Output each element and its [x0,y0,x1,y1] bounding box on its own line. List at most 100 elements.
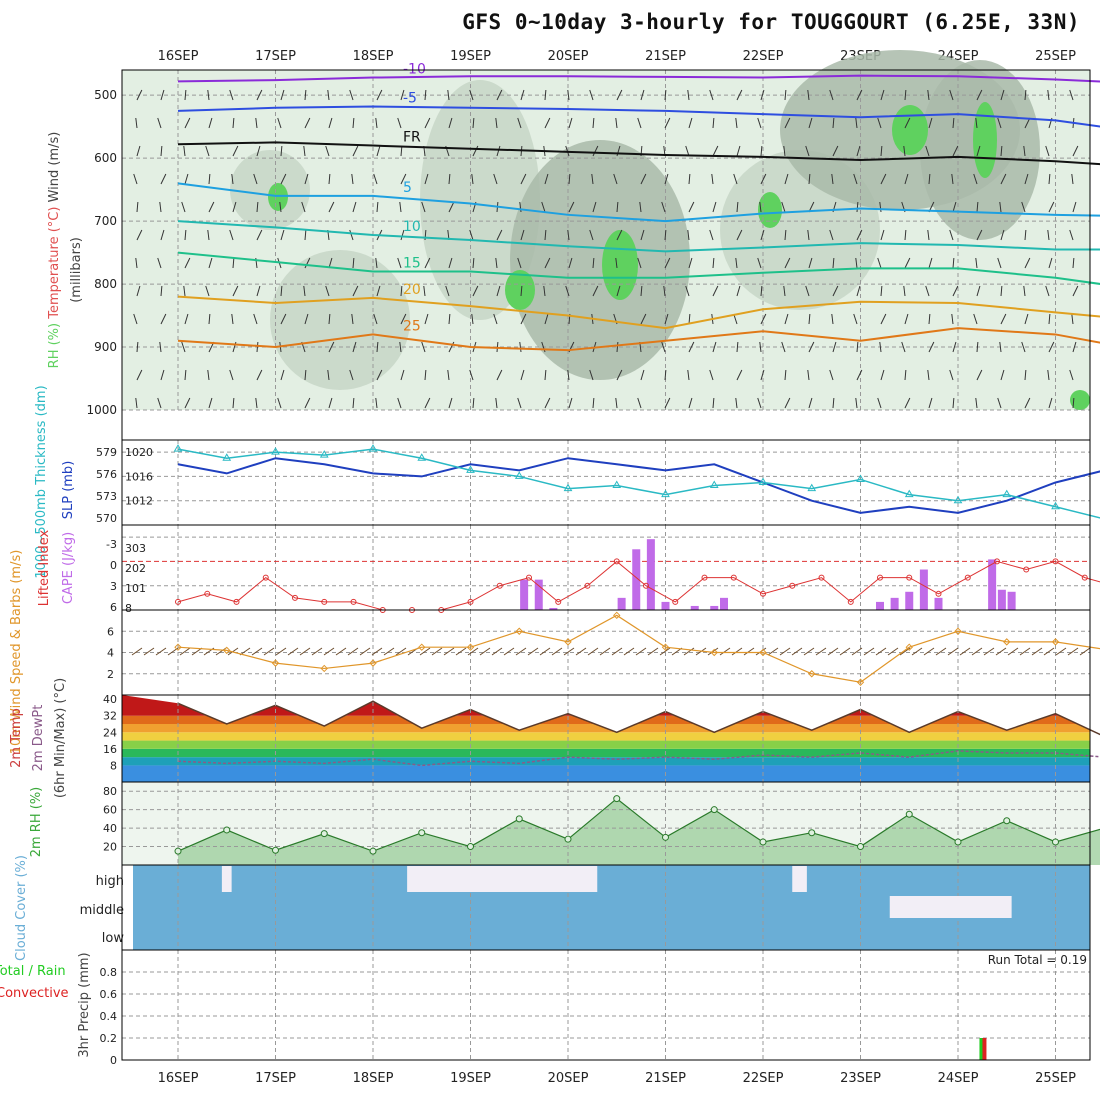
wind-barb [808,341,815,353]
wind-barb [592,145,599,157]
wind-barb [685,145,690,157]
surface-wind-barb [983,647,995,656]
rh2m-area [178,798,1100,865]
lifted-index-marker [262,574,269,581]
wind-barb [447,369,450,381]
wind-barb [1045,145,1050,157]
wind-barb [591,173,594,185]
surface-wind-barb [443,647,455,656]
lifted-index-marker [350,598,357,605]
wind-barb [256,89,263,101]
wind-barb [423,285,426,297]
wind-barb [496,89,503,101]
wind-barb [159,341,162,353]
wind-barb [184,257,191,269]
wind-barb [877,117,882,129]
slp-ylabel-part: SLP (mb) [61,461,76,520]
high-cloud-block [221,866,232,892]
wind-barb [568,201,575,213]
surface-wind-barb [923,647,935,656]
wind-barb [736,285,741,297]
wind-barb [997,257,1002,269]
lifted-index-marker [175,598,181,605]
rh2m-marker [515,815,523,823]
wind-speed-marker [564,638,572,646]
wind-barb [952,145,959,157]
wind-barb [952,201,957,213]
wind-barb [399,341,402,353]
wind-barb [472,257,475,269]
wind-barb [760,89,765,101]
wind-barb [351,173,354,185]
wind-barb [349,229,354,241]
rh2m-marker [808,829,816,837]
wind-barb [640,313,647,325]
wind-barb [424,173,429,185]
wind-barb [517,257,522,269]
li-tick-label: 3 [110,580,117,593]
slp-ylabel: SLP (mb) [61,461,76,520]
wind-barb [181,201,186,213]
wind-barb [304,117,311,129]
run-total-annotation: Run Total = 0.19 [988,953,1087,967]
top-date-label: 20SEP [548,49,589,64]
wind-barb [687,369,690,381]
upper-air-ylabel-part: Temperature (°C) [47,202,62,319]
lifted-index-marker [526,574,532,581]
wind-barb [855,117,858,129]
wind-barb [904,397,911,409]
wind-barb [805,285,810,297]
top-date-label: 18SEP [353,49,394,64]
wind-barb [832,145,839,157]
wind-barb [567,229,570,241]
wind-barb [160,229,165,241]
wind-barb [541,201,546,213]
wind-barb [1000,285,1003,297]
wind-barb [904,257,911,269]
surface-wind-barb [359,647,371,656]
bottom-date-label: 22SEP [743,1071,784,1086]
rh2m-marker [223,826,231,834]
wind-barb [735,117,738,129]
rh2m-tick-label: 60 [103,804,117,817]
wind-barb [136,201,139,213]
slp-tick-label: 1020 [125,446,153,459]
wind-barb [232,397,235,409]
wind-barb [400,173,407,185]
lifted-index-marker [467,598,474,605]
surface-wind-barb [587,647,599,656]
cape-bar [549,607,558,610]
wind-barb [1000,229,1005,241]
wind-barb [712,145,719,157]
wind-barb [280,173,287,185]
surface-wind-barb [827,647,839,656]
wind-barb [232,145,239,157]
lifted-index-marker [321,598,328,605]
wind-barb [520,285,523,297]
surface-wind-barb [503,647,515,656]
wind-barb [880,173,887,185]
wind-barb [1072,201,1077,213]
wind-barb [328,117,333,129]
precip-tick-label: 0.2 [100,1032,118,1045]
wind-speed-marker [759,648,767,657]
wind-barb [136,285,141,297]
wind-barb [256,145,261,157]
wind-barb [807,229,810,241]
wind-barb [183,285,186,297]
isotherm-label: 10 [403,219,421,235]
wind-barb [712,257,715,269]
wind-barb [952,117,955,129]
cloud-ylabel-part: Cloud Cover (%) [14,855,29,961]
wind-barb [1024,397,1031,409]
wind-barb [159,201,162,213]
wind-barb [760,173,767,185]
lifted-index-marker [818,574,825,581]
cape-tick-label: 101 [125,582,146,595]
wind-barb [592,201,597,213]
rh2m-marker [905,810,913,818]
thickness-marker [514,471,524,479]
thickness-tick-label: 579 [96,446,117,459]
wind-barb [519,341,522,353]
wind-barb [856,285,861,297]
